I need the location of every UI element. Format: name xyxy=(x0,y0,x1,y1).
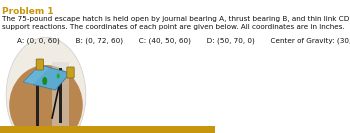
FancyBboxPatch shape xyxy=(36,59,43,70)
Polygon shape xyxy=(23,65,70,90)
Ellipse shape xyxy=(9,65,83,133)
Bar xyxy=(52,62,69,127)
Text: A: (0, 0, 60)       B: (0, 72, 60)       C: (40, 50, 60)       D: (50, 70, 0)   : A: (0, 0, 60) B: (0, 72, 60) C: (40, 50,… xyxy=(17,38,350,45)
Polygon shape xyxy=(23,65,49,85)
Circle shape xyxy=(42,77,47,85)
Text: The 75-pound escape hatch is held open by journal bearing A, thrust bearing B, a: The 75-pound escape hatch is held open b… xyxy=(2,16,350,30)
Text: Problem 1: Problem 1 xyxy=(2,7,54,16)
Bar xyxy=(0,126,215,133)
Circle shape xyxy=(57,74,60,78)
Bar xyxy=(59,68,62,123)
FancyBboxPatch shape xyxy=(67,67,74,78)
Ellipse shape xyxy=(6,38,86,133)
Bar xyxy=(36,75,38,127)
